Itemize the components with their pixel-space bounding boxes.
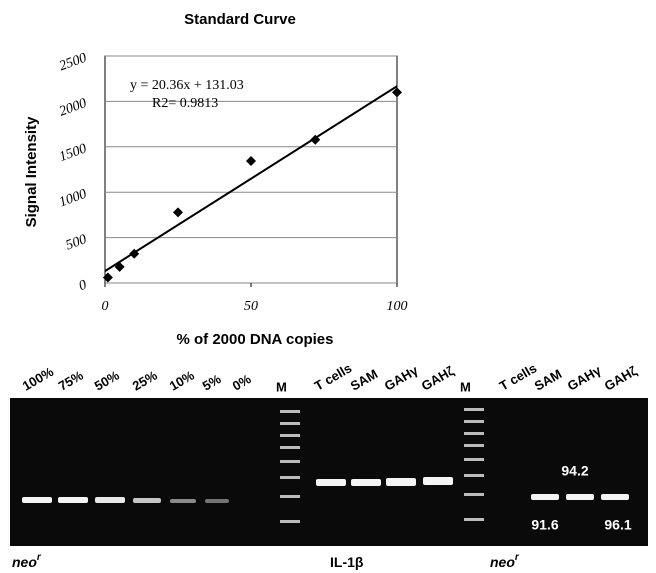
lane-label: T cells [497, 360, 540, 393]
lane-label: SAM [348, 366, 381, 393]
y-axis-label: Signal Intensity [23, 116, 40, 228]
y-tick-label: 1000 [57, 187, 88, 211]
lane-label: 75% [56, 367, 86, 393]
data-point [173, 207, 183, 217]
x-tick-label: 100 [387, 299, 408, 314]
band-label: 94.2 [561, 463, 588, 479]
data-point [246, 156, 256, 166]
lane-label: M [460, 379, 471, 394]
lane-label: 50% [92, 367, 122, 393]
marker-text: neo [490, 554, 515, 570]
figure: Standard Curve Signal Intensity % of 200… [0, 0, 656, 573]
marker-sup: r [37, 552, 42, 563]
y-tick-label: 1500 [57, 141, 88, 165]
y-tick-label: 0 [77, 278, 89, 294]
band-label: 96.1 [604, 517, 631, 533]
lane-label: GAHζ [602, 363, 640, 393]
data-point [103, 273, 113, 283]
marker-sup: r [515, 552, 520, 563]
x-axis-label: % of 2000 DNA copies [177, 331, 334, 348]
lane-label: 10% [167, 367, 197, 393]
x-tick-label: 0 [102, 299, 109, 314]
trendline-equation: y = 20.36x + 131.03 [130, 78, 244, 93]
lane-label: 100% [20, 364, 57, 394]
lane-label: 25% [130, 367, 160, 393]
lane-label: GAHγ [565, 362, 604, 393]
gel-marker-label: IL-1β [330, 554, 364, 570]
gel-marker-label: neor [12, 552, 42, 570]
marker-text: neo [12, 554, 37, 570]
lane-label: GAHζ [419, 363, 457, 393]
chart-title: Standard Curve [184, 11, 296, 28]
y-tick-label: 2000 [57, 96, 88, 120]
gel-marker-label: neor [490, 552, 520, 570]
marker-text: IL-1β [330, 554, 364, 570]
lane-label: 5% [200, 371, 224, 394]
r-squared: R2= 0.9813 [152, 96, 218, 111]
y-tick-label: 2500 [57, 51, 88, 75]
y-tick-label: 500 [64, 232, 89, 253]
lane-label: GAHγ [382, 362, 421, 393]
trendline [105, 86, 397, 271]
x-tick-label: 50 [244, 299, 258, 314]
lane-label: 0% [230, 371, 254, 394]
lane-label: M [276, 379, 287, 394]
band-label: 91.6 [531, 517, 558, 533]
lane-label: T cells [312, 360, 355, 393]
